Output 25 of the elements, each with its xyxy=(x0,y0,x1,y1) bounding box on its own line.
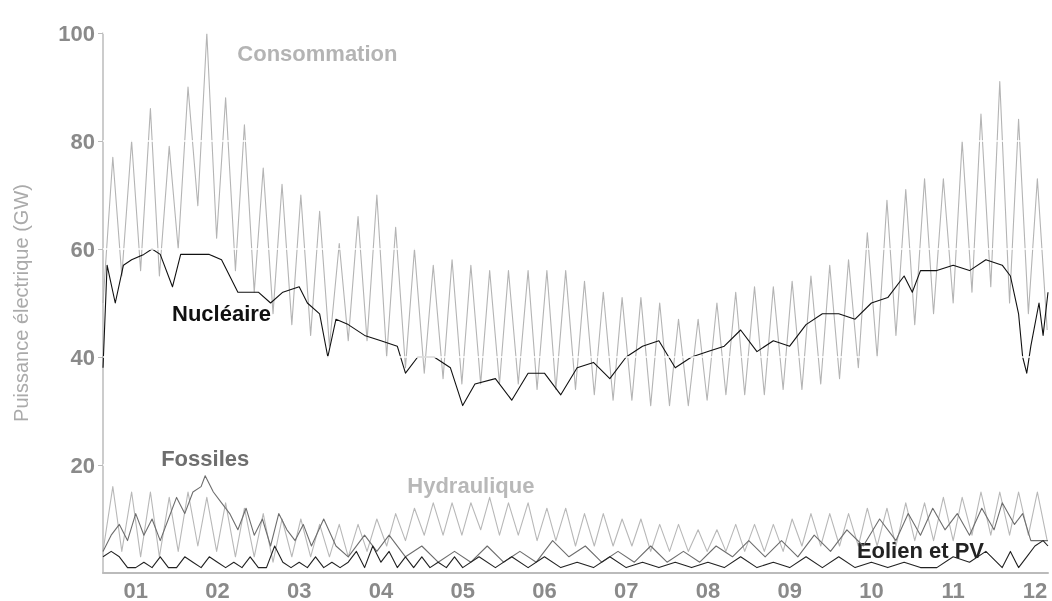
series-label: Nucléaire xyxy=(172,300,272,326)
x-tick-label: 10 xyxy=(859,577,884,601)
x-tick-label: 06 xyxy=(532,577,557,601)
y-tick-label: 40 xyxy=(70,344,95,370)
x-tick-label: 05 xyxy=(450,577,475,601)
line-series xyxy=(102,248,1049,407)
series-label: Consommation xyxy=(237,40,398,66)
x-tick-label: 04 xyxy=(368,577,394,601)
y-tick-label: 20 xyxy=(70,452,95,478)
x-tick-label: 09 xyxy=(777,577,802,601)
series-label: Fossiles xyxy=(161,445,250,471)
y-tick-label: 60 xyxy=(70,236,95,262)
x-tick-label: 01 xyxy=(123,577,148,601)
series-label: Eolien et PV xyxy=(856,537,985,563)
y-tick-label: 80 xyxy=(70,128,95,154)
x-tick-label: 08 xyxy=(695,577,721,601)
x-tick-label: 11 xyxy=(941,577,965,601)
x-tick-label: 07 xyxy=(613,577,639,601)
line-series xyxy=(102,540,1049,569)
y-axis-title: Puissance électrique (GW) xyxy=(10,184,32,422)
y-tick-label: 100 xyxy=(58,20,95,46)
series-label: Hydraulique xyxy=(407,472,535,498)
x-tick-label: 02 xyxy=(205,577,230,601)
x-tick-label: 03 xyxy=(286,577,312,601)
x-tick-label: 12 xyxy=(1022,577,1048,601)
